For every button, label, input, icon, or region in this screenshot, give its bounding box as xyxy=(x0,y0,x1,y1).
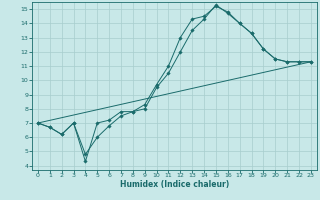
X-axis label: Humidex (Indice chaleur): Humidex (Indice chaleur) xyxy=(120,180,229,189)
